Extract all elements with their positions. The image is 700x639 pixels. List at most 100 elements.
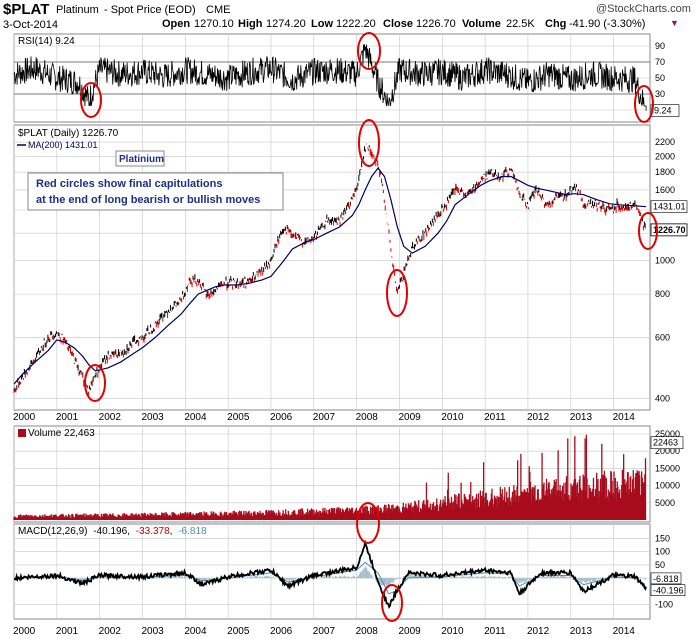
year-tick-label: 2013	[570, 412, 593, 423]
series-layer	[13, 44, 647, 610]
price-tick-label: 600	[655, 332, 670, 342]
platinium-box	[115, 150, 165, 167]
year-tick-label: 2010	[441, 626, 464, 637]
macd-legend-hist: -6.818	[178, 526, 207, 537]
note-box	[27, 172, 284, 211]
chg-down-icon: ▼	[670, 18, 679, 28]
volume-tick-label: 5000	[655, 498, 675, 508]
year-tick-label: 2011	[484, 412, 506, 423]
price-value-label: 1226.70	[653, 225, 686, 235]
high-label: High	[238, 18, 263, 30]
volume-label: Volume	[462, 18, 501, 30]
capitulation-circle	[381, 584, 403, 622]
macd-legend-signal: -33.378	[136, 526, 170, 537]
volume-tick-label: 25000	[655, 429, 680, 439]
open-value: 1270.10	[194, 18, 234, 30]
grid-layer	[13, 34, 650, 619]
price-tick-label: 400	[655, 393, 670, 403]
capitulation-circle	[80, 82, 102, 118]
macd-hist-value-label: -6.818	[653, 574, 679, 584]
date-label: 3-Oct-2014	[3, 19, 59, 31]
volume-legend: Volume 22,463	[28, 428, 95, 439]
volume-value-label: 22463	[653, 438, 678, 448]
year-tick-label: 2000	[13, 412, 36, 423]
close-value: 1226.70	[416, 18, 456, 30]
rsi-legend: RSI(14) 9.24	[18, 36, 75, 47]
rsi-value-label: 9.24	[654, 106, 672, 116]
exchange-label: CME	[206, 4, 231, 16]
capitulation-circle	[638, 212, 658, 250]
year-tick-label: 2005	[227, 412, 250, 423]
note-line1: Red circles show final capitulations	[36, 178, 222, 190]
capitulation-circle	[84, 364, 106, 402]
price-tick-label: 800	[655, 289, 670, 299]
macd-legend-macd: -40.196	[93, 526, 127, 537]
macd-tick-label: -100	[655, 599, 673, 609]
year-tick-label: 2003	[141, 412, 164, 423]
ma-value-tag	[650, 200, 688, 214]
open-label: Open	[162, 18, 191, 30]
year-tick-label: 2008	[356, 412, 379, 423]
year-tick-label: 2006	[270, 626, 293, 637]
instrument-subtitle: - Spot Price (EOD)	[104, 4, 196, 16]
volume-tick-label: 10000	[655, 481, 680, 491]
year-tick-label: 2000	[13, 626, 36, 637]
rsi-line	[13, 44, 647, 111]
platinium-label: Platinium	[119, 154, 164, 165]
capitulation-circle	[358, 119, 380, 167]
year-tick-label: 2003	[141, 626, 164, 637]
note-line2: at the end of long bearish or bullish mo…	[36, 194, 260, 206]
rsi-tick-label: 70	[655, 57, 665, 67]
year-tick-label: 2008	[356, 626, 379, 637]
ma-value-label: 1431.01	[653, 202, 686, 212]
year-tick-label: 2013	[570, 626, 593, 637]
macd-tick-label: 150	[655, 534, 670, 544]
rsi-tick-label: 50	[655, 73, 665, 83]
year-tick-label: 2005	[227, 626, 250, 637]
symbol-title: $PLAT	[3, 1, 50, 18]
year-tick-label: 2006	[270, 412, 293, 423]
year-tick-label: 2009	[398, 412, 421, 423]
capitulation-circle	[386, 269, 408, 317]
close-label: Close	[383, 18, 413, 30]
year-tick-label: 2014	[613, 626, 636, 637]
svg-text:MACD(12,26,9) -40.196,: MACD(12,26,9) -40.196, -33.378, -6.818	[18, 526, 207, 537]
year-tick-label: 2011	[484, 626, 506, 637]
year-tick-label: 2001	[56, 412, 79, 423]
macd-hist-tag	[650, 572, 682, 585]
macd-tick-label: 50	[655, 560, 665, 570]
macd-legend-label: MACD(12,26,9)	[18, 526, 87, 537]
chg-label: Chg	[545, 18, 567, 30]
price-tick-label: 1800	[655, 167, 675, 177]
year-tick-label: 2001	[56, 626, 79, 637]
low-label: Low	[311, 18, 333, 30]
macd-tick-label: 100	[655, 547, 670, 557]
year-tick-label: 2010	[441, 412, 464, 423]
year-tick-label: 2002	[99, 412, 122, 423]
rsi-tick-label: 90	[655, 41, 665, 51]
year-tick-label: 2002	[99, 626, 122, 637]
year-tick-label: 2012	[527, 626, 550, 637]
year-tick-label: 2014	[613, 412, 636, 423]
ma-line	[13, 167, 647, 385]
year-tick-label: 2009	[398, 626, 421, 637]
high-value: 1274.20	[266, 18, 306, 30]
price-legend: $PLAT (Daily) 1226.70	[18, 128, 119, 139]
axis-layer: 90705030109.2422002000180016001400120010…	[13, 41, 688, 637]
macd-value-tag	[650, 584, 686, 596]
price-tick-label: 1000	[655, 256, 675, 266]
ma-legend: MA(200) 1431.01	[28, 140, 98, 150]
year-tick-label: 2007	[313, 626, 336, 637]
macd-value-label: -40.196	[653, 586, 684, 596]
rsi-tick-label: 30	[655, 89, 665, 99]
price-tick-label: 2200	[655, 137, 675, 147]
year-tick-label: 2007	[313, 412, 336, 423]
chg-value: -41.90 (-3.30%)	[569, 18, 646, 30]
year-tick-label: 2004	[184, 626, 207, 637]
capitulation-circle	[634, 85, 654, 123]
macd-line	[13, 539, 647, 610]
price-tick-label: 1600	[655, 185, 675, 195]
year-tick-label: 2012	[527, 412, 550, 423]
volume-value-tag	[650, 436, 684, 450]
